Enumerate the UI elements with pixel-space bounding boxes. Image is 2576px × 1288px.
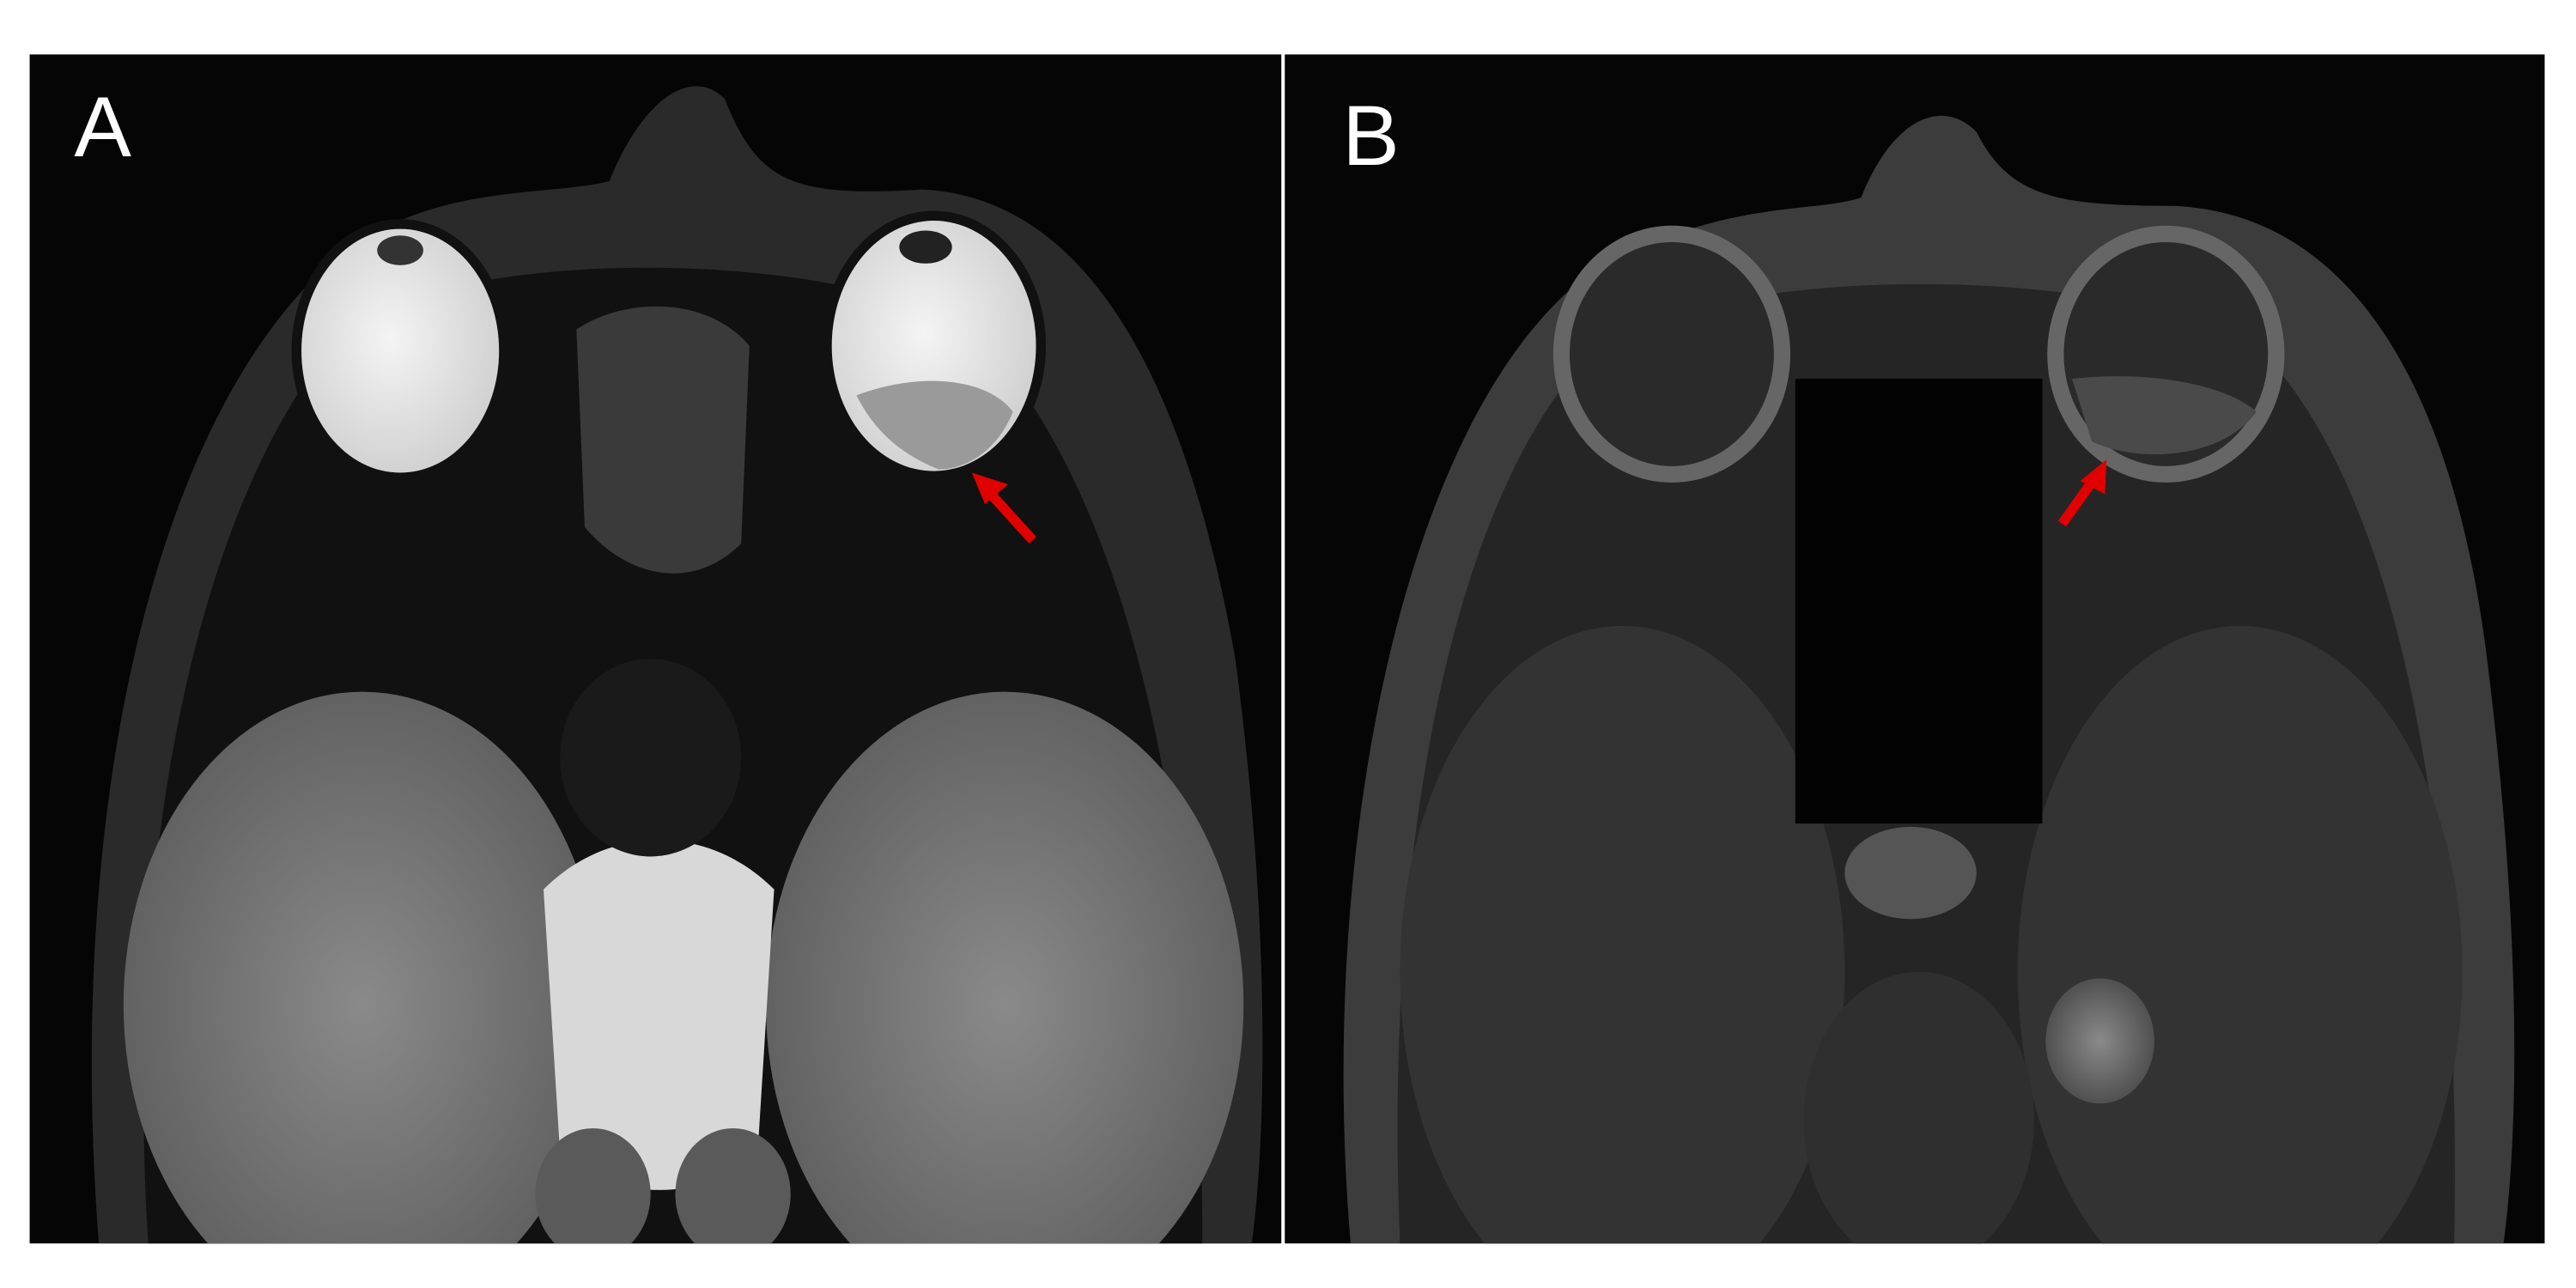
panel-label: A	[74, 80, 131, 175]
panel-a: A	[29, 54, 1282, 1244]
panel-b: B	[1285, 54, 2545, 1244]
panel-label: B	[1342, 88, 1400, 184]
